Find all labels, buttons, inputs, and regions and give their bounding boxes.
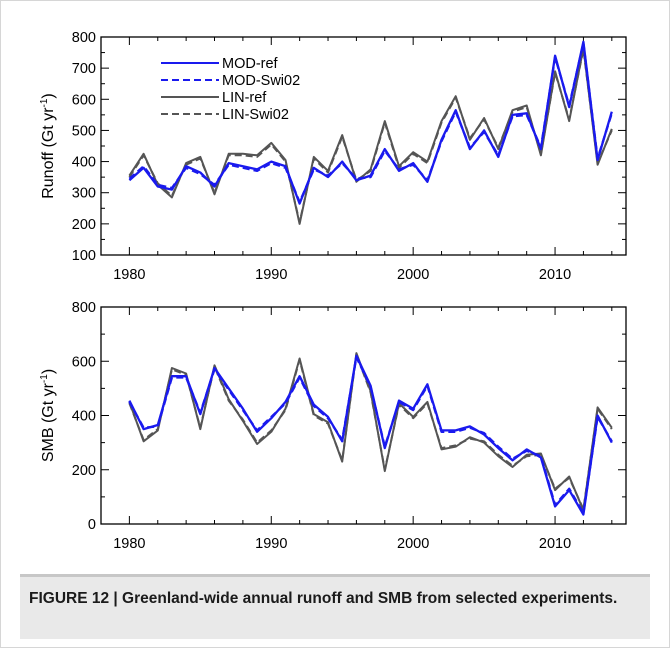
runoff-x-tick-label: 2010 [539,267,571,283]
runoff-y-tick-label: 400 [72,155,96,171]
runoff-y-tick-label: 100 [72,248,96,264]
smb-y-axis-label: SMB (Gt yr-1) [39,369,57,462]
smb-x-tick-label: 2010 [539,536,571,552]
legend-label-lin-swi02: LIN-Swi02 [222,107,289,123]
smb-series-mod-ref [128,354,613,516]
runoff-y-tick-label: 600 [72,92,96,108]
runoff-series-mod-ref [128,40,613,205]
figure-caption-box: FIGURE 12 | Greenland-wide annual runoff… [20,574,650,639]
runoff-x-tick-label: 1980 [113,267,145,283]
runoff-y-tick-label: 800 [72,30,96,46]
smb-plot-frame [100,306,627,525]
legend-label-mod-ref: MOD-ref [222,56,279,72]
smb-y-tick-label: 600 [72,354,96,370]
smb-series-mod-swi02 [128,356,613,515]
smb-x-tick-label: 1990 [255,536,287,552]
runoff-y-tick-label: 700 [72,61,96,77]
runoff-series-mod-swi02 [128,42,613,204]
smb-x-tick-label: 2000 [397,536,429,552]
smb-x-tick-label: 1980 [113,536,145,552]
runoff-y-axis-label: Runoff (Gt yr-1) [39,93,57,199]
legend-label-lin-ref: LIN-ref [222,90,267,106]
chart-area: 1980 1990 2000 2010100200300400500600700800… [39,30,627,552]
runoff-y-tick-label: 500 [72,123,96,139]
smb-series-lin-ref [128,352,613,512]
runoff-x-tick-label: 2000 [397,267,429,283]
runoff-x-tick-label: 1990 [255,267,287,283]
smb-y-tick-label: 400 [72,409,96,425]
smb-y-tick-label: 800 [72,300,96,316]
figure-caption: FIGURE 12 | Greenland-wide annual runoff… [29,590,618,607]
runoff-series-lin-ref [128,46,613,225]
runoff-series-lin-swi02 [128,48,613,224]
runoff-plot-frame [100,36,627,256]
legend-label-mod-swi02: MOD-Swi02 [222,73,300,89]
runoff-y-tick-label: 200 [72,217,96,233]
smb-y-tick-label: 0 [88,517,96,533]
smb-series-lin-swi02 [128,353,613,511]
runoff-y-tick-label: 300 [72,186,96,202]
smb-y-tick-label: 200 [72,463,96,479]
